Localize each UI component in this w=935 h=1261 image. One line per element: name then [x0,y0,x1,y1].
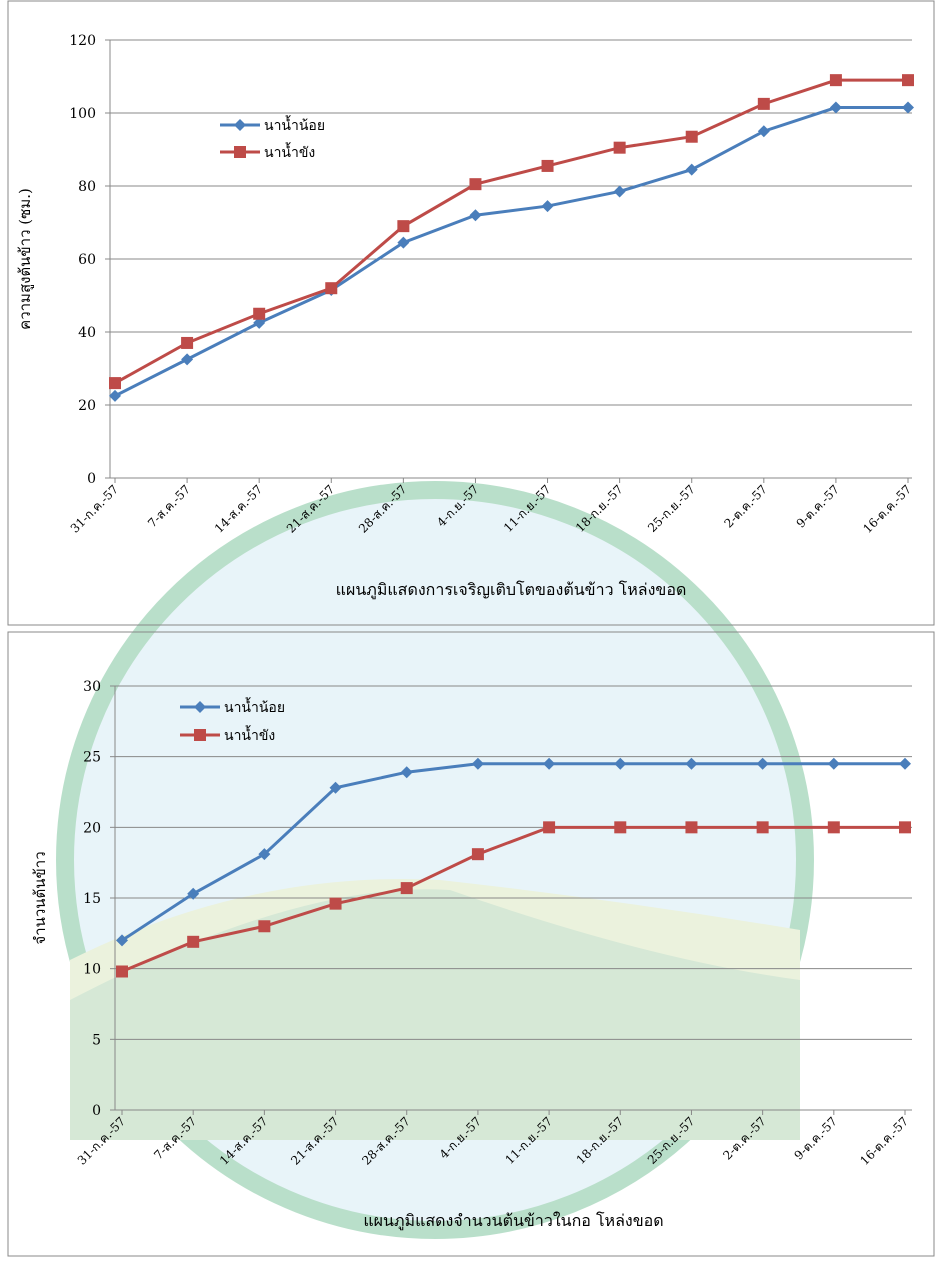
point [109,390,121,402]
point [614,821,626,833]
point [902,74,914,86]
watermark [65,490,805,1230]
x-tick-label: 25-ก.ย.-57 [645,482,698,535]
point [899,758,911,770]
point [758,98,770,110]
point [258,920,270,932]
point [116,965,128,977]
point [614,142,626,154]
y-tick-label: 80 [78,179,96,195]
y-tick-label: 10 [83,962,101,978]
point [542,200,554,212]
x-tick-label: 9-ต.ค.-57 [794,482,842,530]
point [234,146,246,158]
point [181,337,193,349]
point [902,102,914,114]
y-axis-title: จำนวนต้นข้าว [31,851,49,944]
y-tick-label: 0 [87,471,96,487]
point [830,74,842,86]
point [325,282,337,294]
point [899,821,911,833]
point [472,848,484,860]
point [686,164,698,176]
y-tick-label: 40 [78,325,96,341]
legend-label: นาน้ำน้อย [224,697,285,716]
point [194,729,206,741]
point [234,119,246,131]
x-tick-label: 16-ต.ค.-57 [857,1114,911,1168]
y-tick-label: 15 [83,891,101,907]
point [187,936,199,948]
point [330,898,342,910]
chart: 02040608010012031-ก.ค.-577-ส.ค.-5714-ส.ค… [0,0,935,1257]
x-axis-title: แผนภูมิแสดงการเจริญเติบโตของต้นข้าว โหล่… [336,580,687,600]
y-tick-label: 20 [78,398,96,414]
point [397,220,409,232]
point [109,377,121,389]
point [758,125,770,137]
y-axis-title: ความสูงต้นข้าว (ซม.) [16,188,34,330]
y-tick-label: 5 [92,1032,101,1048]
y-tick-label: 60 [78,252,96,268]
y-tick-label: 20 [83,820,101,836]
x-tick-label: 2-ต.ค.-57 [722,482,770,530]
point [830,102,842,114]
page: {"chart_data": [ {"type": "line", "y_lab… [0,0,935,1261]
x-axis-title: แผนภูมิแสดงจำนวนต้นข้าวในกอ โหล่งขอด [363,1211,663,1231]
point [757,821,769,833]
y-tick-label: 25 [83,750,101,766]
legend-label: นาน้ำขัง [264,142,315,161]
point [542,160,554,172]
point [828,821,840,833]
x-tick-label: 7-ส.ค.-57 [145,482,193,530]
legend-label: นาน้ำขัง [224,725,275,744]
point [401,882,413,894]
y-tick-label: 0 [92,1103,101,1119]
point [685,821,697,833]
y-tick-label: 100 [69,106,96,122]
point [686,131,698,143]
point [469,209,481,221]
x-tick-label: 16-ต.ค.-57 [860,482,914,536]
x-tick-label: 31-ก.ค.-57 [68,482,121,535]
legend-label: นาน้ำน้อย [264,115,325,134]
point [543,821,555,833]
point [828,758,840,770]
point [181,353,193,365]
y-tick-label: 30 [83,679,101,695]
y-tick-label: 120 [69,33,96,49]
point [614,185,626,197]
point [469,178,481,190]
point [253,308,265,320]
